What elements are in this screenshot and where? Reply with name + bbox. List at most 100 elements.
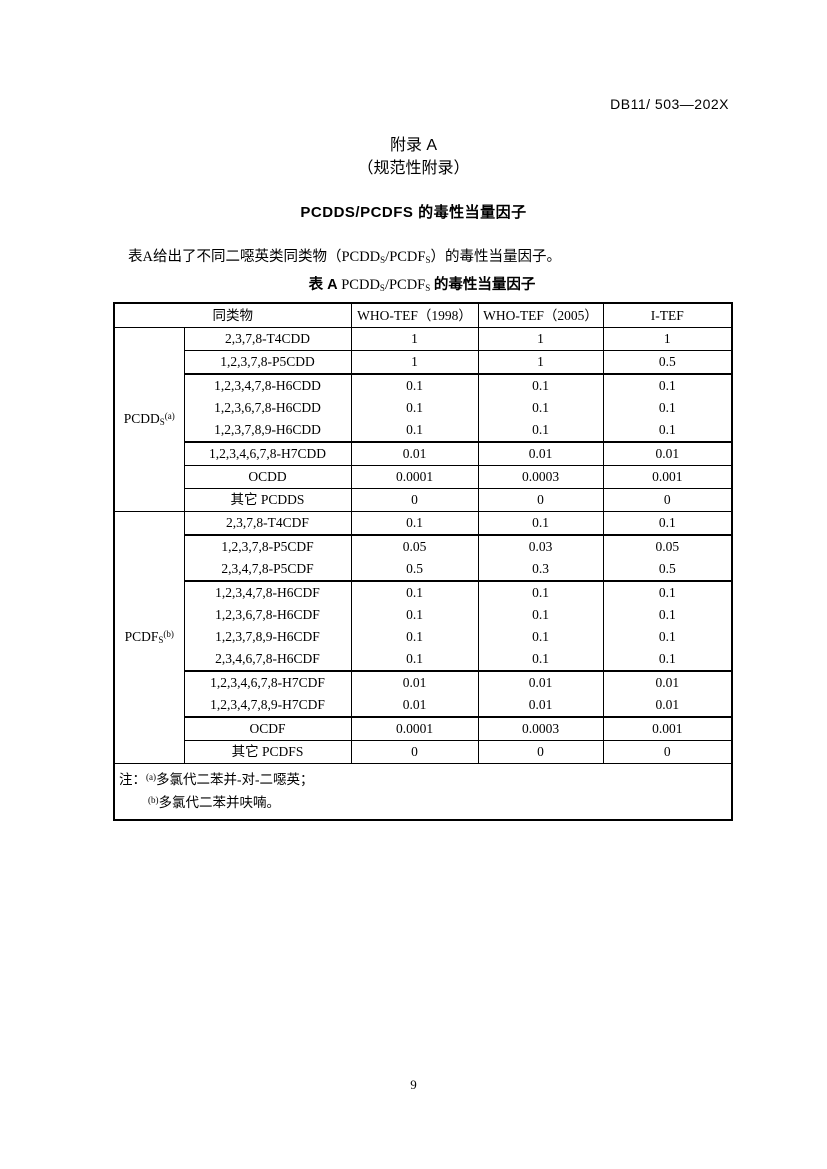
- group-label-pcdds: PCDDS(a): [113, 327, 185, 512]
- congener-name: 1,2,3,4,6,7,8-H7CDF: [183, 670, 352, 694]
- tef-value: 0: [350, 740, 479, 764]
- table-notes: 注：(a)多氯代二苯并-对-二噁英； (b)多氯代二苯并呋喃。: [113, 763, 733, 821]
- congener-row: 1,2,3,7,8,9-H6CDF 0.1 0.1 0.1: [114, 626, 733, 648]
- congener-row: 2,3,4,6,7,8-H6CDF 0.1 0.1 0.1: [114, 648, 733, 672]
- group-label-pcdfs: PCDFS(b): [113, 511, 185, 764]
- tef-value: 0.1: [350, 648, 479, 672]
- tef-value: 0.05: [350, 534, 479, 558]
- header-i-tef: I-TEF: [602, 302, 733, 328]
- congener-name: 1,2,3,7,8-P5CDF: [183, 534, 352, 558]
- congener-row: OCDD 0.0001 0.0003 0.001: [114, 465, 733, 489]
- congener-name: 1,2,3,6,7,8-H6CDF: [183, 604, 352, 626]
- tef-value: 0.001: [602, 716, 733, 741]
- congener-row: 1,2,3,4,7,8,9-H7CDF 0.01 0.01 0.01: [114, 694, 733, 718]
- tef-value: 0.0001: [350, 465, 479, 489]
- tef-value: 1: [350, 327, 479, 351]
- tef-value: 0.1: [350, 511, 479, 536]
- tef-value: 1: [477, 327, 604, 351]
- congener-name: 1,2,3,4,7,8-H6CDD: [183, 373, 352, 397]
- congener-name: 2,3,7,8-T4CDF: [183, 511, 352, 536]
- congener-name: 1,2,3,4,7,8,9-H7CDF: [183, 694, 352, 718]
- tef-value: 0.0001: [350, 716, 479, 741]
- congener-name: 1,2,3,4,7,8-H6CDF: [183, 580, 352, 604]
- congener-row: PCDFS(b) 2,3,7,8-T4CDF 0.1 0.1 0.1: [113, 511, 733, 764]
- tef-value: 0.01: [477, 694, 604, 718]
- note-prefix: 注：: [119, 772, 146, 787]
- congener-name: OCDF: [183, 716, 352, 741]
- congener-name: 2,3,4,7,8-P5CDF: [183, 558, 352, 582]
- tef-value: 0.1: [602, 373, 733, 397]
- subscript-s: S: [425, 255, 431, 265]
- tef-value: 0.3: [477, 558, 604, 582]
- tef-value: 0.1: [602, 648, 733, 672]
- congener-name: 1,2,3,7,8-P5CDD: [183, 350, 352, 375]
- intro-paragraph: 表A给出了不同二噁英类同类物（PCDDS/PCDFS）的毒性当量因子。: [99, 249, 739, 266]
- congener-row: 1,2,3,6,7,8-H6CDD 0.1 0.1 0.1: [114, 397, 733, 419]
- congener-row: 1,2,3,4,7,8-H6CDD 0.1 0.1 0.1: [114, 373, 733, 397]
- congener-row: 其它 PCDFS 0 0 0: [114, 740, 733, 764]
- congener-name: 其它 PCDFS: [183, 740, 352, 764]
- tef-value: 0.1: [602, 397, 733, 419]
- tef-value: 0.1: [350, 397, 479, 419]
- tef-value: 0.01: [602, 670, 733, 694]
- note-b-text: 多氯代二苯并呋喃。: [158, 795, 281, 810]
- tef-value: 0.1: [477, 626, 604, 648]
- tef-value: 0.5: [350, 558, 479, 582]
- header-who-tef-1998: WHO-TEF（1998）: [350, 302, 479, 328]
- tef-value: 0.1: [350, 626, 479, 648]
- congener-row: 1,2,3,7,8-P5CDF 0.05 0.03 0.05: [114, 534, 733, 558]
- congener-row: 1,2,3,4,6,7,8-H7CDF 0.01 0.01 0.01: [114, 670, 733, 694]
- congener-row: 1,2,3,7,8,9-H6CDD 0.1 0.1 0.1: [114, 419, 733, 443]
- congener-row: 2,3,4,7,8-P5CDF 0.5 0.3 0.5: [114, 558, 733, 582]
- tef-value: 1: [477, 350, 604, 375]
- note-a-text: 多氯代二苯并-对-二噁英；: [156, 772, 314, 787]
- intro-text-3: ）的毒性当量因子。: [430, 249, 562, 265]
- congener-row: 其它 PCDDS 0 0 0: [114, 488, 733, 512]
- congener-name: 1,2,3,7,8,9-H6CDF: [183, 626, 352, 648]
- tef-value: 0.01: [477, 441, 604, 466]
- caption-latin: PCDDS/PCDFS: [341, 277, 431, 293]
- congener-name: 1,2,3,4,6,7,8-H7CDD: [183, 441, 352, 466]
- table-caption: 表 A PCDDS/PCDFS 的毒性当量因子: [113, 273, 731, 294]
- table-header-row: 同类物 WHO-TEF（1998） WHO-TEF（2005） I-TEF: [113, 302, 733, 328]
- tef-value: 0.05: [602, 534, 733, 558]
- tef-value: 0.01: [350, 441, 479, 466]
- tef-value: 0.1: [350, 373, 479, 397]
- tef-value: 0.1: [350, 419, 479, 443]
- tef-value: 0.1: [602, 580, 733, 604]
- subscript-s: S: [159, 417, 165, 428]
- tef-value: 0: [350, 488, 479, 512]
- page-number: 9: [410, 1077, 417, 1092]
- tef-table: 同类物 WHO-TEF（1998） WHO-TEF（2005） I-TEF PC…: [113, 302, 733, 821]
- header-congener: 同类物: [113, 302, 352, 328]
- tef-value: 0.1: [477, 419, 604, 443]
- notes-row: 注：(a)多氯代二苯并-对-二噁英； (b)多氯代二苯并呋喃。: [113, 763, 733, 821]
- subscript-s: S: [380, 255, 386, 265]
- tef-value: 0.1: [477, 648, 604, 672]
- tef-value: 0.03: [477, 534, 604, 558]
- tef-value: 0.01: [350, 694, 479, 718]
- congener-name: 1,2,3,6,7,8-H6CDD: [183, 397, 352, 419]
- caption-prefix: 表 A: [308, 277, 338, 293]
- tef-value: 0: [477, 740, 604, 764]
- tef-value: 0.1: [602, 626, 733, 648]
- congener-row: PCDDS(a) 2,3,7,8-T4CDD 1 1 1: [113, 327, 733, 512]
- congener-row: 1,2,3,6,7,8-H6CDF 0.1 0.1 0.1: [114, 604, 733, 626]
- tef-value: 0: [602, 740, 733, 764]
- tef-value: 0.0003: [477, 465, 604, 489]
- tef-value: 0.1: [477, 511, 604, 536]
- table-note-a: 注：(a)多氯代二苯并-对-二噁英；: [119, 767, 725, 790]
- appendix-title: 附录 A: [389, 137, 438, 154]
- tef-value: 0.1: [350, 604, 479, 626]
- superscript-a: (a): [164, 411, 175, 422]
- header-who-tef-2005: WHO-TEF（2005）: [477, 302, 604, 328]
- tef-value: 0.1: [477, 397, 604, 419]
- superscript-b: (b): [163, 629, 174, 640]
- congener-name: OCDD: [183, 465, 352, 489]
- tef-value: 0.5: [602, 350, 733, 375]
- tef-value: 0.01: [477, 670, 604, 694]
- tef-value: 0.0003: [477, 716, 604, 741]
- superscript-a: (a): [146, 772, 156, 782]
- subscript-s: S: [379, 283, 385, 293]
